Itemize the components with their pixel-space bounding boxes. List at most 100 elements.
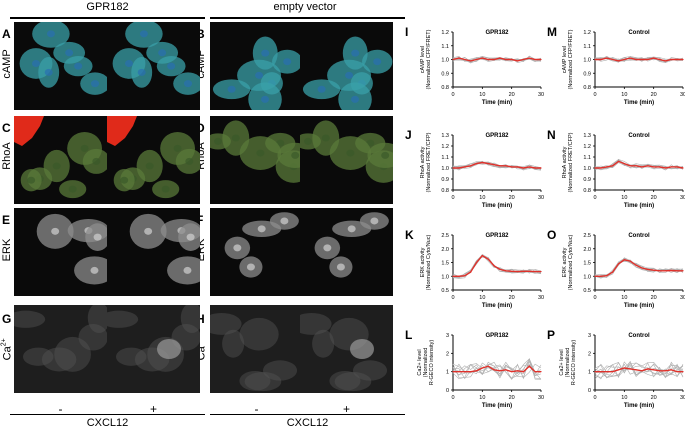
mean-trace-j bbox=[453, 161, 541, 169]
data-point-k bbox=[464, 275, 466, 277]
micrograph-calcium-vector-minus bbox=[210, 305, 303, 393]
panel-letter-h: H bbox=[196, 312, 205, 326]
x-tick-label-l: 10 bbox=[479, 395, 485, 401]
x-tick-label-k: 0 bbox=[451, 295, 454, 301]
data-point-m bbox=[670, 58, 672, 61]
x-tick-label-m: 10 bbox=[621, 92, 627, 98]
data-point-k bbox=[511, 270, 513, 272]
data-point-p bbox=[617, 369, 620, 371]
data-point-i bbox=[499, 57, 501, 59]
data-point-l bbox=[534, 371, 536, 373]
y-tick-label-n: 1.3 bbox=[583, 133, 591, 139]
data-point-n bbox=[664, 167, 666, 169]
data-point-j bbox=[487, 163, 489, 165]
data-point-k bbox=[452, 275, 454, 277]
y-axis-label-i: cAMP level bbox=[420, 46, 426, 73]
x-tick-label-l: 20 bbox=[509, 395, 515, 401]
y-tick-label-p: 1 bbox=[588, 370, 591, 376]
y-tick-label-k: 2.5 bbox=[441, 233, 449, 239]
x-axis-label-k: Time (min) bbox=[482, 303, 512, 309]
y-tick-label-j: 1.0 bbox=[441, 166, 449, 172]
data-point-p bbox=[682, 371, 684, 373]
micrograph-camp-gpr182-minus bbox=[14, 22, 107, 110]
y-tick-label-j: 0.9 bbox=[441, 177, 449, 183]
panel-letter-n: N bbox=[547, 128, 556, 142]
data-point-l bbox=[487, 365, 489, 367]
x-tick-label-n: 30 bbox=[680, 195, 685, 201]
panel-letter-c: C bbox=[2, 121, 11, 135]
chart-title-l: GPR182 bbox=[485, 333, 509, 339]
y-tick-label-k: 1.0 bbox=[441, 274, 449, 280]
data-point-i bbox=[452, 58, 454, 61]
data-point-m bbox=[629, 57, 631, 59]
cell-trace-l bbox=[452, 363, 542, 379]
mean-trace-k bbox=[453, 254, 541, 277]
data-point-k bbox=[505, 270, 507, 272]
x-tick-label-i: 0 bbox=[451, 92, 454, 98]
y-axis-label-l: (Normalized bbox=[423, 348, 429, 378]
data-point-m bbox=[635, 58, 637, 61]
y-axis-label-i: (Normalized CFP/FRET) bbox=[426, 29, 432, 89]
data-point-n bbox=[600, 167, 602, 169]
data-point-n bbox=[670, 166, 672, 168]
y-axis-label-k: (Normalized Cyto/Nuc) bbox=[426, 235, 432, 291]
y-tick-label-o: 2.0 bbox=[583, 247, 591, 253]
y-tick-label-o: 2.5 bbox=[583, 233, 591, 239]
panel-letter-a: A bbox=[2, 27, 11, 41]
x-tick-label-p: 10 bbox=[621, 395, 627, 401]
data-point-n bbox=[612, 165, 614, 167]
y-tick-label-j: 0.8 bbox=[441, 188, 449, 194]
x-tick-label-k: 30 bbox=[538, 295, 544, 301]
micrograph-erk-gpr182-minus bbox=[14, 208, 107, 296]
x-tick-label-p: 20 bbox=[651, 395, 657, 401]
data-point-l bbox=[493, 369, 495, 371]
data-point-j bbox=[516, 166, 519, 168]
data-point-o bbox=[664, 270, 666, 272]
x-tick-label-m: 20 bbox=[651, 92, 657, 98]
row-label-erk: ERK bbox=[1, 238, 13, 262]
y-tick-label-i: 1.1 bbox=[441, 44, 449, 50]
panel-letter-j: J bbox=[405, 128, 412, 142]
y-tick-label-m: 0.8 bbox=[583, 85, 591, 91]
data-point-n bbox=[658, 166, 661, 168]
data-point-i bbox=[505, 58, 507, 61]
data-point-o bbox=[623, 259, 625, 261]
x-tick-label-j: 10 bbox=[479, 195, 485, 201]
x-tick-label-p: 30 bbox=[680, 395, 685, 401]
cell-trace-n bbox=[594, 158, 684, 170]
y-tick-label-n: 1.1 bbox=[583, 155, 591, 161]
x-axis-label-l: Time (min) bbox=[482, 403, 512, 409]
data-point-k bbox=[458, 275, 460, 277]
y-tick-label-o: 1.5 bbox=[583, 261, 591, 267]
x-tick-label-o: 0 bbox=[593, 295, 596, 301]
data-point-l bbox=[522, 371, 524, 373]
chart-title-k: GPR182 bbox=[485, 233, 509, 239]
micrograph-camp-vector-plus bbox=[300, 22, 393, 110]
data-point-i bbox=[516, 60, 519, 62]
x-tick-label-n: 20 bbox=[651, 195, 657, 201]
y-tick-label-i: 1.2 bbox=[441, 30, 449, 36]
data-point-p bbox=[641, 370, 643, 372]
sign-minus-left: - bbox=[58, 402, 63, 416]
data-point-o bbox=[658, 270, 661, 272]
data-point-l bbox=[452, 371, 454, 373]
data-point-k bbox=[540, 270, 542, 273]
micrograph-camp-vector-minus bbox=[210, 22, 303, 110]
micrograph-calcium-gpr182-minus bbox=[14, 305, 107, 393]
footer-rule-left bbox=[10, 414, 205, 415]
x-axis-label-j: Time (min) bbox=[482, 203, 512, 209]
y-tick-label-k: 1.5 bbox=[441, 261, 449, 267]
data-point-n bbox=[629, 165, 631, 167]
data-point-p bbox=[594, 371, 596, 373]
data-point-l bbox=[505, 369, 507, 371]
data-point-k bbox=[499, 268, 501, 270]
data-point-j bbox=[499, 165, 501, 167]
chart-title-m: Control bbox=[628, 30, 650, 36]
data-point-l bbox=[528, 365, 530, 367]
data-point-k bbox=[522, 270, 524, 272]
data-point-j bbox=[534, 167, 536, 169]
chart-title-i: GPR182 bbox=[485, 30, 509, 36]
micrograph-rhoa-gpr182-plus bbox=[107, 116, 200, 204]
data-point-o bbox=[676, 270, 678, 272]
